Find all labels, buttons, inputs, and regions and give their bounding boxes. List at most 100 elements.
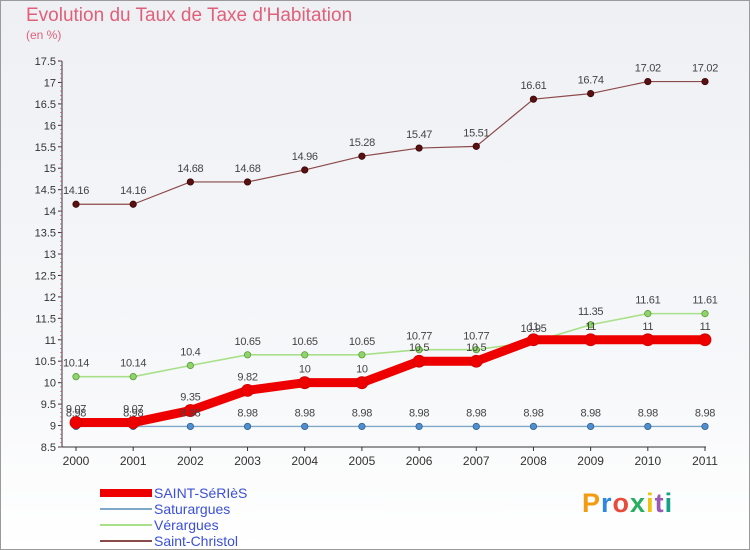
chart-title: Evolution du Taux de Taxe d'Habitation xyxy=(26,5,353,26)
data-label: 14.16 xyxy=(63,185,89,197)
data-label: 8.98 xyxy=(295,407,315,419)
data-label: 8.98 xyxy=(409,407,429,419)
data-label: 8.98 xyxy=(66,407,86,419)
y-tick-label: 8.5 xyxy=(41,442,56,454)
logo-letter: i xyxy=(646,488,655,518)
data-label: 8.98 xyxy=(352,407,372,419)
data-label: 10.65 xyxy=(349,336,375,348)
data-point xyxy=(587,321,595,329)
data-label: 9.07 xyxy=(66,404,86,416)
data-label: 11 xyxy=(642,321,653,333)
data-point xyxy=(529,95,538,103)
logo-letter: t xyxy=(654,488,665,518)
logo-letter: r xyxy=(601,488,613,518)
y-tick-label: 11.5 xyxy=(35,313,56,325)
data-label: 10.77 xyxy=(463,331,489,343)
data-label: 14.16 xyxy=(120,185,146,197)
y-tick-label: 9 xyxy=(50,421,56,433)
data-point xyxy=(243,351,252,359)
y-tick-label: 14 xyxy=(44,206,56,218)
data-point xyxy=(701,77,709,86)
data-label: 8.98 xyxy=(638,407,658,419)
data-label: 16.74 xyxy=(578,75,604,87)
series-line xyxy=(71,335,710,428)
x-tick-label: 2007 xyxy=(463,454,490,468)
data-label: 10.65 xyxy=(235,336,261,348)
data-label: 8.98 xyxy=(523,407,543,419)
data-label: 10 xyxy=(299,364,311,376)
data-point xyxy=(644,310,652,318)
y-tick-label: 17.5 xyxy=(35,56,56,68)
y-tick-label: 9.5 xyxy=(41,399,56,411)
y-tick-label: 14.5 xyxy=(35,185,56,197)
data-point xyxy=(412,354,426,368)
data-point xyxy=(301,422,309,431)
data-label: 8.98 xyxy=(695,407,715,419)
data-label: 17.02 xyxy=(635,63,661,75)
data-point xyxy=(644,422,652,431)
data-point xyxy=(241,383,254,397)
data-point xyxy=(129,373,137,381)
y-tick-label: 16.5 xyxy=(35,99,56,111)
data-label: 11 xyxy=(585,321,596,333)
data-label: 8.98 xyxy=(466,407,486,419)
x-tick-label: 2005 xyxy=(349,454,376,468)
data-point xyxy=(415,422,423,431)
data-label: 11 xyxy=(528,321,539,333)
data-label: 8.98 xyxy=(237,407,257,419)
data-label: 10.4 xyxy=(180,347,200,359)
data-label: 10.5 xyxy=(409,342,429,354)
x-tick-label: 2010 xyxy=(634,454,661,468)
y-tick-label: 17 xyxy=(44,77,56,89)
y-tick-label: 16 xyxy=(44,120,56,132)
data-label: 11 xyxy=(700,321,711,333)
data-label: 11.61 xyxy=(635,295,660,307)
x-tick-label: 2009 xyxy=(577,454,604,468)
x-tick-label: 2006 xyxy=(406,454,433,468)
data-point xyxy=(415,144,423,152)
data-point xyxy=(644,77,652,86)
data-point xyxy=(415,346,423,354)
data-label: 16.61 xyxy=(520,80,546,92)
data-point xyxy=(186,361,194,370)
data-label: 10.14 xyxy=(63,358,89,370)
data-point xyxy=(243,178,252,186)
data-label: 15.28 xyxy=(349,137,375,149)
x-tick-label: 2011 xyxy=(692,454,718,468)
logo-letter: x xyxy=(630,488,647,518)
data-label: 17.02 xyxy=(692,63,718,75)
logo-letter: P xyxy=(582,488,602,518)
data-point xyxy=(527,333,540,347)
x-tick-label: 2008 xyxy=(520,454,547,468)
x-tick-label: 2003 xyxy=(234,454,261,468)
data-point xyxy=(72,200,80,208)
legend-label: Vérargues xyxy=(154,517,219,533)
x-tick-label: 2001 xyxy=(120,454,147,468)
data-point xyxy=(183,404,197,417)
data-point xyxy=(641,333,655,347)
data-label: 10 xyxy=(356,364,368,376)
legend-swatch xyxy=(100,540,152,542)
data-label: 10.14 xyxy=(120,358,146,370)
data-label: 10.95 xyxy=(520,323,546,335)
data-point xyxy=(301,166,309,174)
legend-swatch xyxy=(100,524,152,526)
data-point xyxy=(529,422,538,431)
x-tick-label: 2000 xyxy=(63,454,90,468)
data-label: 9.82 xyxy=(237,371,257,383)
data-point xyxy=(472,346,480,354)
data-label: 9.07 xyxy=(123,404,143,416)
y-tick-label: 12.5 xyxy=(35,270,56,282)
data-point xyxy=(126,416,140,429)
data-point xyxy=(469,354,483,368)
data-point xyxy=(701,310,709,318)
data-point xyxy=(186,178,194,186)
y-tick-label: 10 xyxy=(44,378,56,390)
data-label: 9.35 xyxy=(180,392,200,404)
data-label: 15.47 xyxy=(406,129,432,141)
data-point xyxy=(587,89,595,98)
y-tick-label: 15.5 xyxy=(35,142,56,154)
legend-label: Saturargues xyxy=(154,501,231,517)
data-point xyxy=(472,422,480,431)
